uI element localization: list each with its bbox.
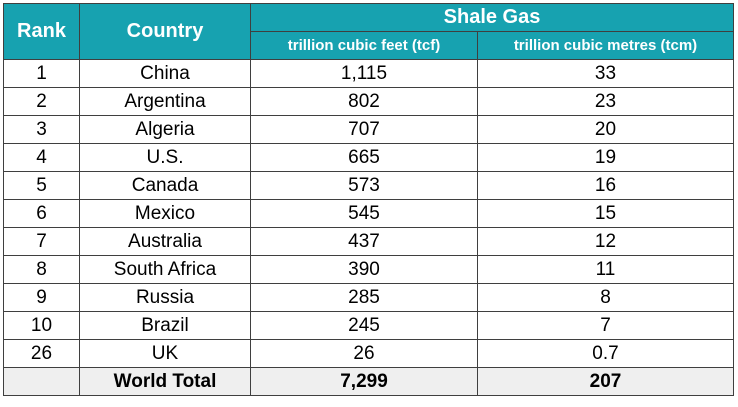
tcm-cell: 7 xyxy=(477,311,734,340)
total-tcf-cell: 7,299 xyxy=(250,367,478,396)
country-cell: UK xyxy=(79,339,251,368)
shale-gas-header: Shale Gas xyxy=(250,3,734,32)
country-cell: U.S. xyxy=(79,143,251,172)
table-row: 4 U.S. 665 19 xyxy=(3,143,734,172)
rank-cell: 6 xyxy=(3,199,80,228)
tcf-cell: 1,115 xyxy=(250,59,478,88)
rank-cell: 9 xyxy=(3,283,80,312)
rank-cell: 8 xyxy=(3,255,80,284)
rank-cell: 4 xyxy=(3,143,80,172)
tcf-cell: 707 xyxy=(250,115,478,144)
tcf-cell: 545 xyxy=(250,199,478,228)
table-row: 9 Russia 285 8 xyxy=(3,283,734,312)
tcf-header: trillion cubic feet (tcf) xyxy=(250,31,478,60)
table-row: 7 Australia 437 12 xyxy=(3,227,734,256)
total-rank-cell xyxy=(3,367,80,396)
rank-header: Rank xyxy=(3,3,80,60)
rank-cell: 1 xyxy=(3,59,80,88)
tcm-cell: 16 xyxy=(477,171,734,200)
country-cell: Algeria xyxy=(79,115,251,144)
tcf-cell: 802 xyxy=(250,87,478,116)
rank-cell: 26 xyxy=(3,339,80,368)
rank-cell: 3 xyxy=(3,115,80,144)
table-row: 8 South Africa 390 11 xyxy=(3,255,734,284)
rank-cell: 2 xyxy=(3,87,80,116)
table-row: 3 Algeria 707 20 xyxy=(3,115,734,144)
table-row: 26 UK 26 0.7 xyxy=(3,339,734,368)
country-cell: Brazil xyxy=(79,311,251,340)
world-total-row: World Total 7,299 207 xyxy=(3,367,734,396)
country-cell: Mexico xyxy=(79,199,251,228)
tcf-cell: 573 xyxy=(250,171,478,200)
table-row: 10 Brazil 245 7 xyxy=(3,311,734,340)
tcf-cell: 285 xyxy=(250,283,478,312)
table-row: 6 Mexico 545 15 xyxy=(3,199,734,228)
tcm-cell: 12 xyxy=(477,227,734,256)
country-cell: China xyxy=(79,59,251,88)
table-row: 1 China 1,115 33 xyxy=(3,59,734,88)
tcm-cell: 19 xyxy=(477,143,734,172)
total-label-cell: World Total xyxy=(79,367,251,396)
table-row: 5 Canada 573 16 xyxy=(3,171,734,200)
tcf-cell: 665 xyxy=(250,143,478,172)
tcm-cell: 20 xyxy=(477,115,734,144)
tcm-cell: 15 xyxy=(477,199,734,228)
tcf-cell: 390 xyxy=(250,255,478,284)
rank-cell: 10 xyxy=(3,311,80,340)
tcf-cell: 437 xyxy=(250,227,478,256)
tcm-cell: 11 xyxy=(477,255,734,284)
shale-gas-table: Rank Country Shale Gas trillion cubic fe… xyxy=(3,3,734,396)
rank-cell: 7 xyxy=(3,227,80,256)
table-header: Rank Country Shale Gas trillion cubic fe… xyxy=(3,3,734,60)
tcm-cell: 8 xyxy=(477,283,734,312)
tcm-cell: 0.7 xyxy=(477,339,734,368)
table-row: 2 Argentina 802 23 xyxy=(3,87,734,116)
country-cell: Australia xyxy=(79,227,251,256)
country-cell: South Africa xyxy=(79,255,251,284)
tcm-cell: 33 xyxy=(477,59,734,88)
table-body: 1 China 1,115 33 2 Argentina 802 23 3 Algeria 707 2… xyxy=(3,59,734,396)
country-cell: Russia xyxy=(79,283,251,312)
country-header: Country xyxy=(79,3,251,60)
tcf-cell: 245 xyxy=(250,311,478,340)
tcm-header: trillion cubic metres (tcm) xyxy=(477,31,734,60)
total-tcm-cell: 207 xyxy=(477,367,734,396)
country-cell: Canada xyxy=(79,171,251,200)
tcm-cell: 23 xyxy=(477,87,734,116)
country-cell: Argentina xyxy=(79,87,251,116)
tcf-cell: 26 xyxy=(250,339,478,368)
rank-cell: 5 xyxy=(3,171,80,200)
